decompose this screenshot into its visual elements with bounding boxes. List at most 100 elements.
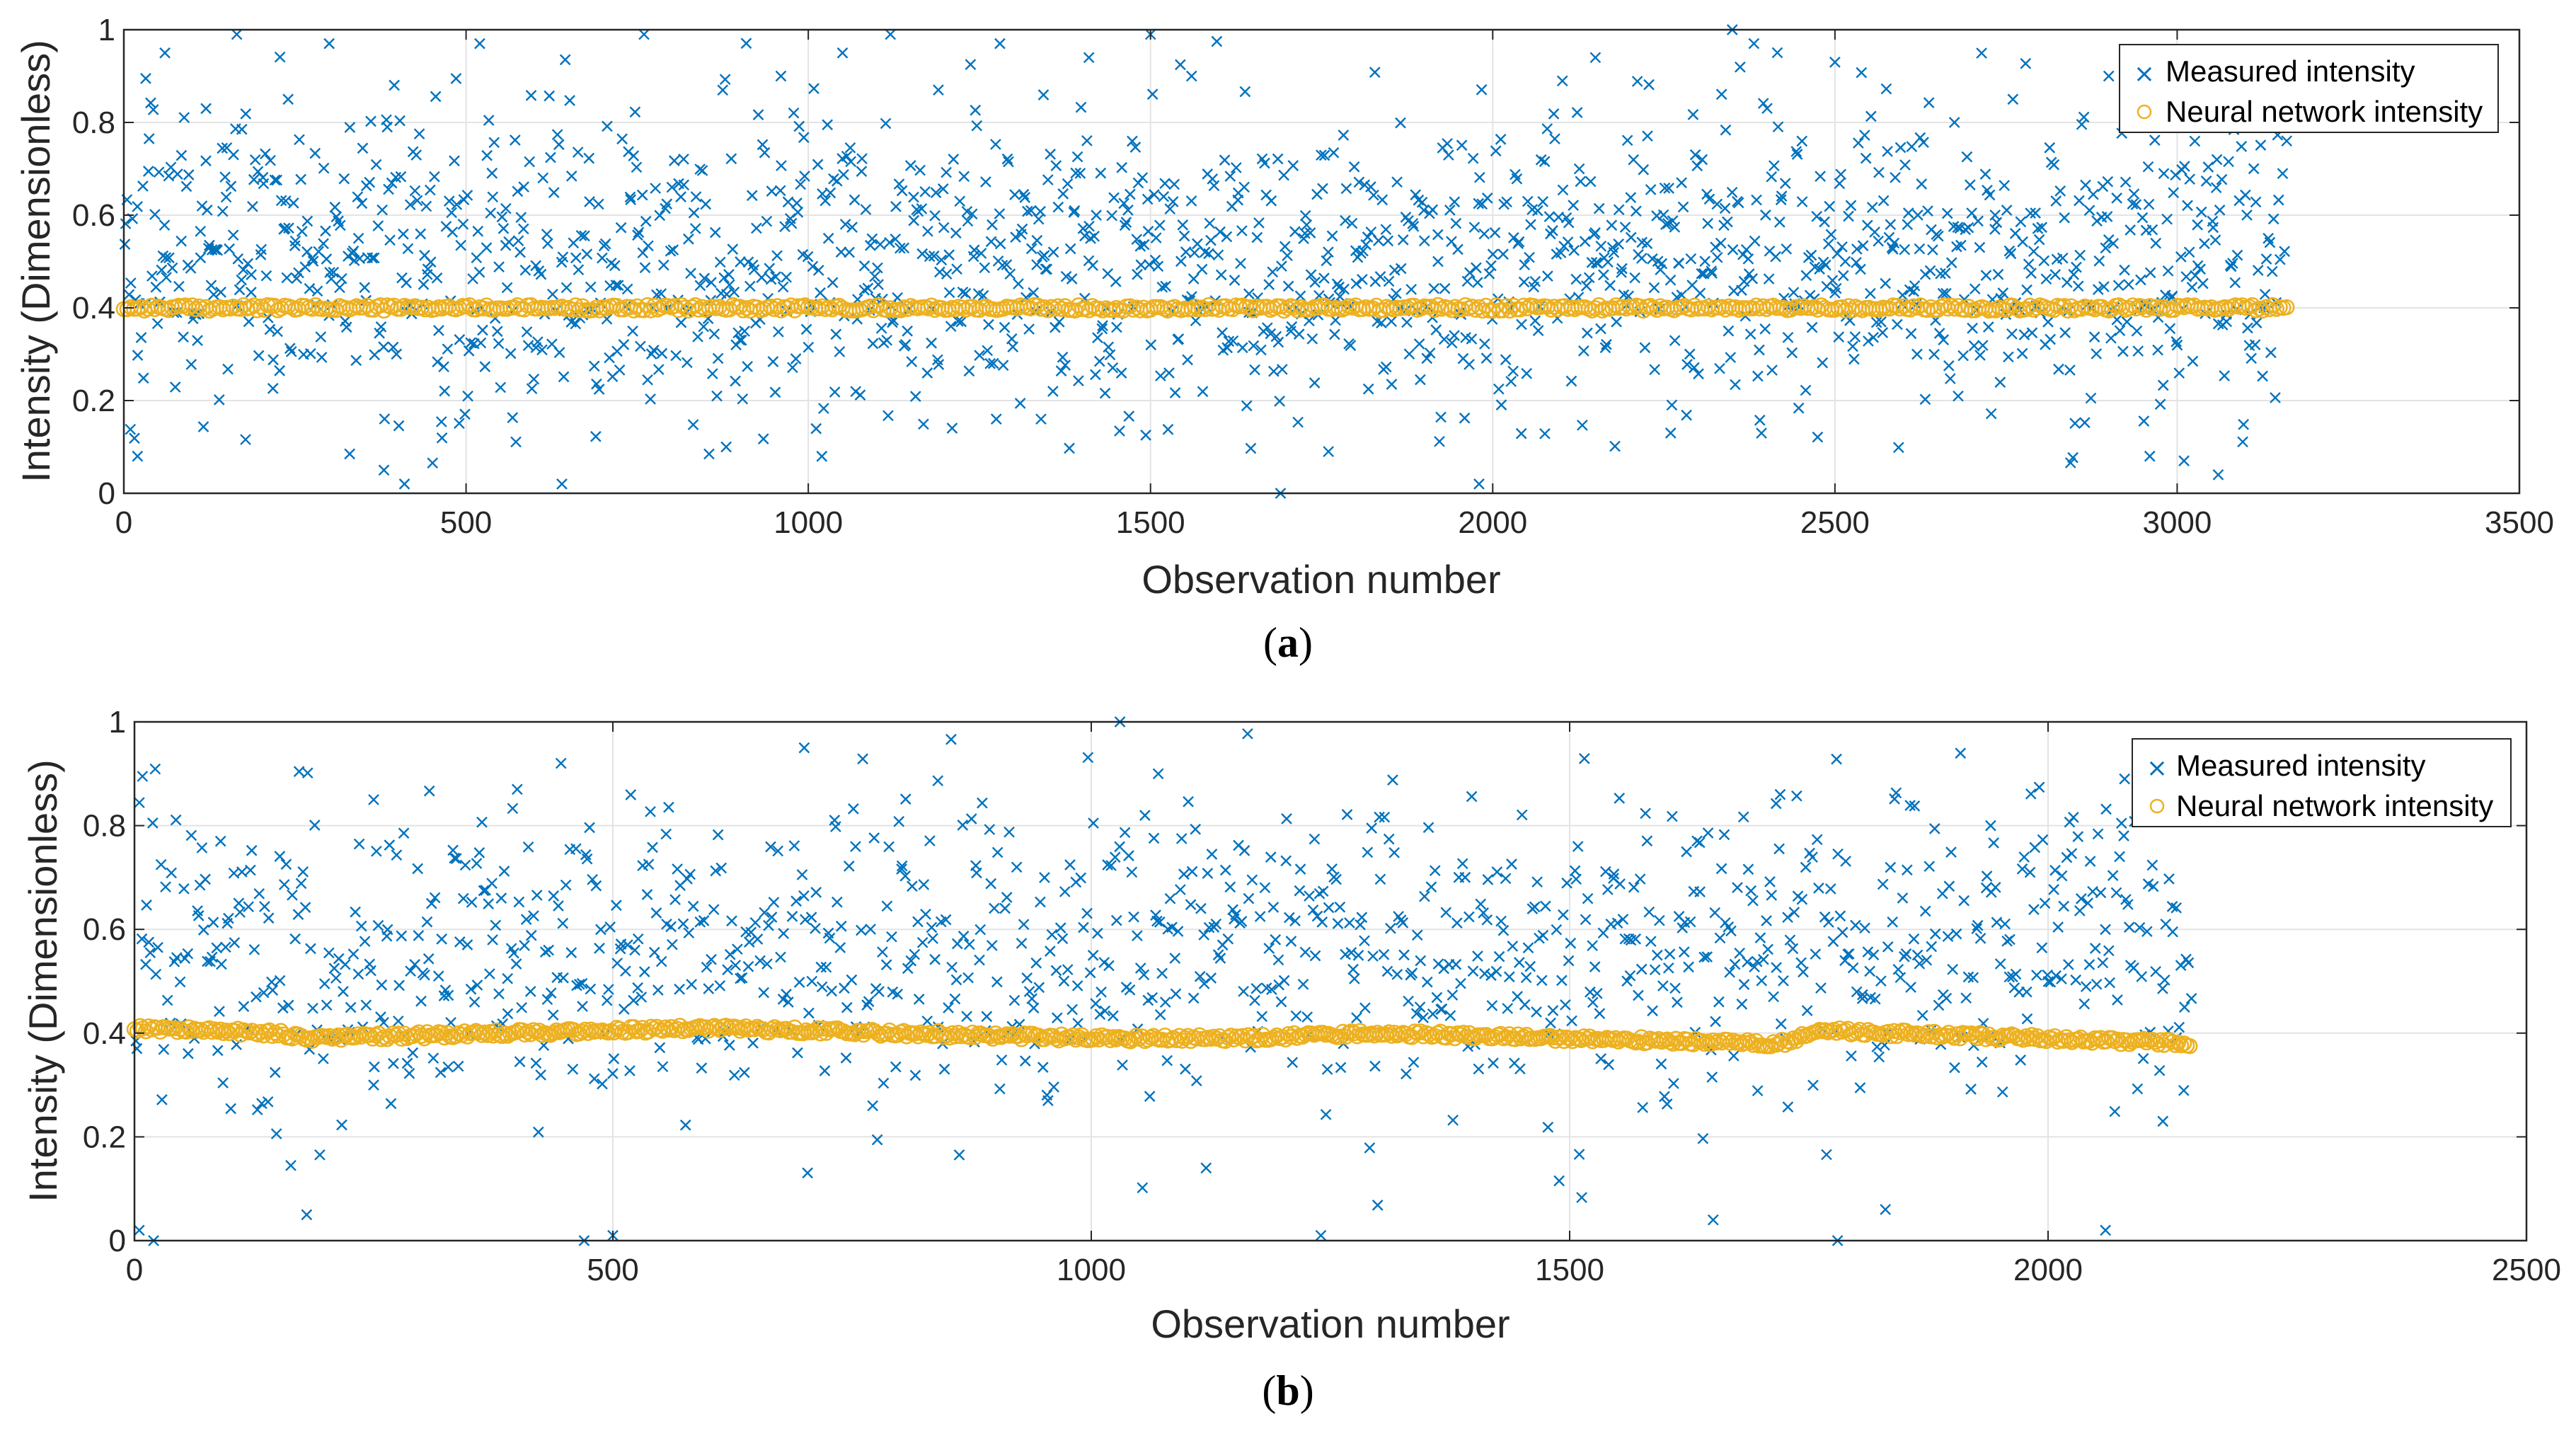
measured-point [301, 767, 314, 779]
measured-point [2137, 1052, 2149, 1064]
measured-point [1081, 907, 1093, 919]
measured-point [1331, 278, 1343, 290]
measured-point [861, 999, 873, 1011]
measured-point [1648, 282, 1660, 294]
measured-point [1294, 863, 1306, 875]
measured-point [2252, 265, 2264, 276]
measured-point [2085, 392, 2097, 404]
measured-point [1862, 946, 1874, 958]
measured-point [1014, 398, 1026, 409]
measured-point [2182, 200, 2193, 212]
measured-point [1659, 182, 1671, 194]
measured-point [1616, 267, 1627, 278]
measured-point [857, 753, 868, 765]
measured-point [294, 134, 305, 146]
measured-point [1270, 933, 1282, 946]
measured-point [1031, 234, 1043, 246]
measured-point [1858, 130, 1870, 141]
measured-point [197, 924, 209, 936]
measured-point [1406, 967, 1418, 979]
measured-point [436, 933, 447, 945]
measured-point [1617, 914, 1629, 925]
measured-point [924, 835, 936, 846]
measured-point [932, 775, 944, 787]
measured-point [2135, 274, 2146, 286]
measured-point [1715, 237, 1727, 249]
measured-point [1843, 210, 1854, 222]
measured-point [564, 95, 575, 106]
measured-point [1335, 1062, 1347, 1074]
measured-point [1613, 238, 1625, 250]
measured-point [307, 1002, 318, 1014]
panel-caption-b: (b) [1262, 1367, 1313, 1414]
measured-point [468, 996, 481, 1008]
measured-point [1974, 350, 1986, 361]
measured-point [323, 38, 335, 50]
measured-point [251, 1104, 263, 1115]
measured-point [1468, 222, 1480, 234]
network-point [746, 1021, 763, 1038]
network-point [2170, 1034, 2187, 1051]
measured-point [1344, 917, 1355, 929]
measured-point [2150, 965, 2161, 977]
measured-point [1703, 193, 1715, 205]
measured-point [1379, 811, 1391, 823]
measured-point [1227, 335, 1239, 347]
measured-point [1105, 860, 1117, 871]
measured-point [1236, 916, 1248, 927]
measured-point [1576, 1192, 1587, 1203]
measured-point [1519, 259, 1531, 271]
measured-point [1064, 442, 1075, 454]
network-point [2278, 299, 2295, 316]
measured-point [209, 243, 221, 255]
measured-point [648, 946, 660, 958]
measured-point [1772, 121, 1784, 133]
measured-point [435, 1067, 447, 1079]
measured-point [1430, 324, 1442, 335]
measured-point [553, 139, 565, 151]
measured-point [336, 1119, 347, 1131]
measured-point [1401, 316, 1413, 328]
measured-point [629, 944, 640, 956]
measured-point [386, 177, 398, 189]
measured-point [185, 263, 197, 274]
measured-point [798, 132, 810, 144]
measured-point [152, 941, 163, 953]
measured-point [1543, 211, 1556, 222]
measured-point [547, 1009, 559, 1021]
measured-point [573, 264, 585, 276]
measured-point [2219, 370, 2230, 381]
plot-area-b [134, 722, 2526, 1241]
measured-point [338, 173, 350, 185]
measured-point [1131, 234, 1143, 246]
measured-point [338, 986, 349, 997]
x-tick-label-b: 500 [587, 1253, 638, 1287]
measured-point [672, 863, 683, 875]
measured-point [519, 940, 530, 951]
measured-point [1104, 349, 1116, 361]
measured-point [2189, 135, 2201, 147]
measured-point [1481, 192, 1493, 204]
measured-point [1869, 226, 1880, 238]
measured-point [802, 1167, 813, 1179]
measured-point [513, 896, 525, 908]
measured-point [274, 975, 286, 987]
measured-point [655, 288, 667, 299]
measured-point [248, 943, 260, 955]
measured-point [2103, 945, 2115, 957]
measured-point [1380, 224, 1392, 236]
network-point [545, 1025, 562, 1041]
measured-point [698, 321, 710, 333]
measured-point [1254, 911, 1266, 922]
measured-point [459, 859, 471, 871]
measured-point [311, 285, 323, 297]
measured-point [1742, 253, 1754, 265]
measured-point [965, 59, 977, 70]
measured-point [1175, 833, 1188, 844]
measured-point [1444, 1010, 1456, 1021]
measured-point [421, 916, 433, 928]
measured-point [1388, 264, 1401, 276]
measured-point [1621, 975, 1633, 987]
measured-point [625, 194, 637, 205]
measured-point [1762, 943, 1773, 955]
